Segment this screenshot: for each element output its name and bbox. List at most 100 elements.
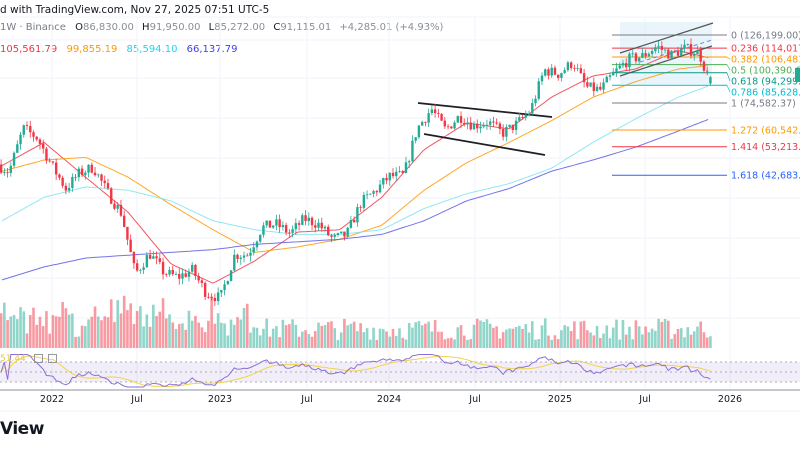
low-label: L	[208, 22, 215, 33]
volume-bar	[589, 332, 592, 348]
candle-body	[647, 53, 651, 57]
candle-body	[472, 123, 476, 130]
candle-body	[453, 122, 456, 129]
volume-bar	[220, 322, 223, 348]
candle	[511, 124, 515, 134]
candle-body	[307, 217, 310, 222]
candle	[650, 48, 654, 58]
volume-bar	[365, 328, 369, 348]
volume-bar	[330, 321, 333, 348]
candle	[696, 45, 699, 55]
flag-lower-trendline	[423, 133, 546, 156]
candle	[663, 47, 667, 54]
volume-bar	[637, 326, 641, 348]
candle	[372, 189, 375, 198]
volume-bar	[109, 299, 113, 348]
volume-bar	[608, 338, 612, 348]
volume-bar	[96, 316, 100, 348]
candle-body	[12, 152, 16, 166]
candle-body	[216, 292, 220, 302]
volume-bar	[437, 331, 440, 348]
candle-body	[362, 194, 366, 208]
volume-bar	[278, 337, 281, 348]
candle	[369, 193, 372, 195]
candle	[327, 224, 330, 237]
candle	[168, 266, 171, 277]
candle	[505, 124, 508, 142]
candle	[301, 213, 304, 226]
candle	[25, 121, 29, 130]
candle-body	[492, 121, 495, 123]
volume-bar	[245, 303, 249, 348]
candle-body	[469, 122, 472, 130]
volume-bar	[38, 316, 42, 348]
candle-body	[93, 172, 97, 176]
volume-bar	[391, 329, 395, 348]
candle	[229, 269, 233, 282]
candle-body	[566, 62, 570, 71]
candle-body	[485, 124, 489, 126]
volume-bar	[41, 326, 45, 348]
candle-body	[190, 264, 194, 272]
candle	[625, 58, 628, 72]
candle	[220, 289, 223, 298]
volume-bar	[317, 322, 320, 348]
candle	[171, 265, 174, 277]
candle	[71, 173, 74, 192]
volume-bar	[624, 334, 628, 348]
candle-body	[637, 57, 641, 62]
volume-bar	[6, 320, 9, 348]
volume-bar	[28, 314, 32, 348]
candle	[495, 118, 498, 126]
volume-bar	[268, 336, 272, 348]
candle-body	[301, 215, 304, 225]
candle	[362, 191, 366, 212]
candle-body	[61, 177, 64, 186]
volume-bar	[511, 328, 515, 348]
candle-body	[369, 193, 372, 195]
candle	[51, 161, 55, 165]
candle	[560, 72, 563, 82]
volume-bar	[122, 295, 126, 348]
candle-body	[378, 184, 382, 193]
candle	[61, 175, 64, 189]
candle	[223, 280, 226, 296]
volume-bar	[453, 339, 456, 348]
candle-body	[64, 185, 68, 191]
volume-bar	[673, 334, 677, 348]
volume-bar	[644, 326, 647, 348]
candle-body	[414, 137, 417, 141]
candle-body	[339, 231, 343, 234]
candle	[106, 178, 110, 190]
candle	[236, 253, 239, 263]
candle-body	[90, 164, 93, 173]
candle	[210, 293, 213, 301]
candle-body	[142, 267, 145, 270]
candle	[586, 76, 589, 89]
candle-body	[586, 82, 589, 87]
volume-bar	[25, 333, 29, 348]
candle	[365, 190, 369, 200]
volume-bar	[58, 316, 61, 348]
candle-body	[346, 227, 349, 237]
candle	[249, 247, 252, 262]
candle-body	[518, 117, 521, 121]
volume-bar	[352, 321, 356, 348]
candle-body	[446, 126, 450, 128]
candle-body	[119, 204, 123, 216]
candle-body	[110, 188, 113, 204]
candle-body	[612, 71, 615, 76]
volume-bar	[249, 332, 252, 348]
volume-bar	[301, 331, 304, 348]
fib-level-label: 1.272 (60,542.64)	[731, 126, 800, 137]
volume-bar	[705, 337, 709, 348]
candle	[589, 82, 592, 88]
volume-bar	[233, 324, 236, 348]
candle-body	[343, 231, 346, 237]
candle-body	[550, 67, 553, 76]
candle-body	[411, 140, 414, 162]
candle-body	[621, 63, 625, 66]
candle-body	[38, 139, 42, 144]
candle	[42, 139, 45, 154]
